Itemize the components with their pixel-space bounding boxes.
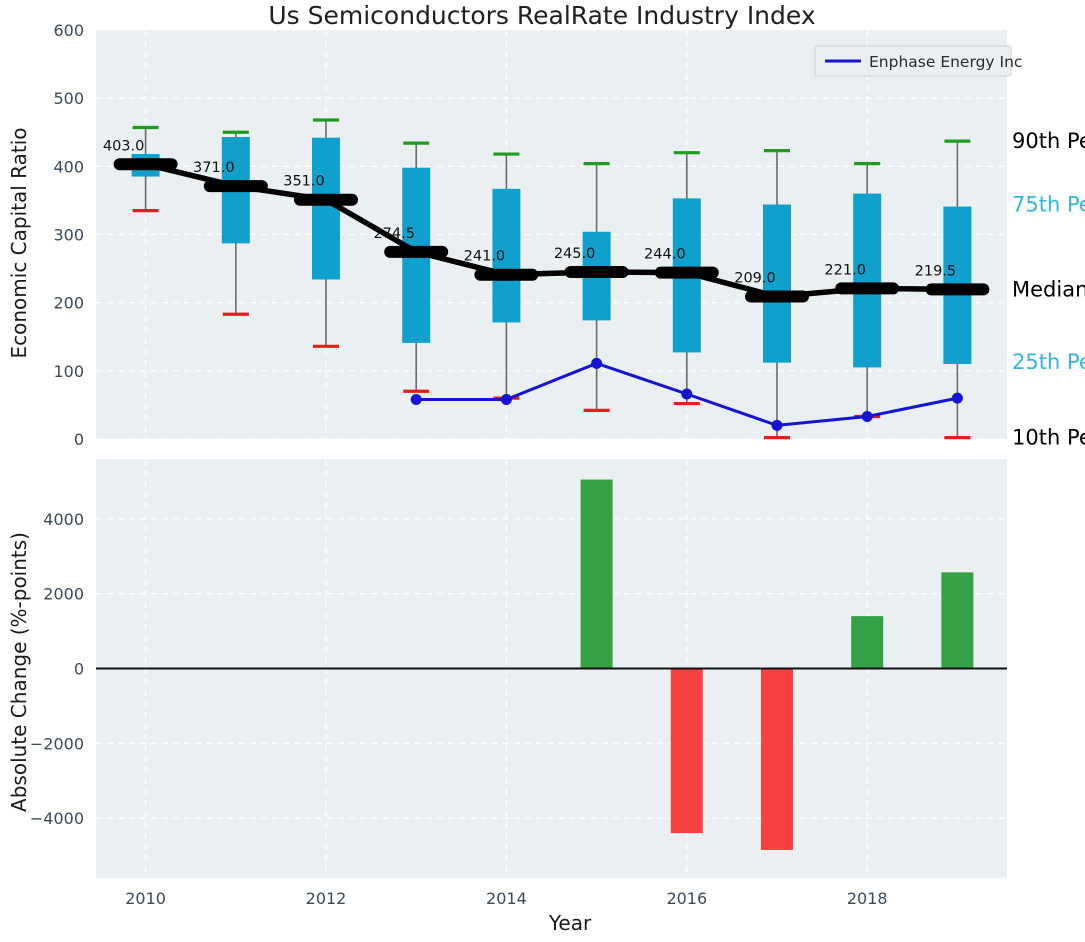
y-tick-label-top-5: 500 [53, 89, 84, 108]
company-point-2017 [771, 419, 783, 431]
change-bar-2018 [851, 616, 884, 669]
y-tick-label-top-2: 200 [53, 294, 84, 313]
boxplot-2012 [312, 118, 341, 348]
x-tick-label-1: 2012 [306, 889, 347, 908]
median-value-label-2015: 245.0 [554, 246, 596, 262]
legend-background [814, 45, 1012, 77]
median-value-label-2019: 219.5 [915, 263, 957, 279]
x-tick-label-3: 2016 [666, 889, 707, 908]
y-tick-label-bottom-3: 2000 [43, 585, 84, 604]
company-point-2018 [861, 411, 873, 423]
annotation-25th-percentile: 25th Percentile [1012, 350, 1085, 374]
company-point-2019 [951, 392, 963, 404]
y-tick-label-top-3: 300 [53, 226, 84, 245]
median-value-label-2010: 403.0 [103, 138, 145, 154]
y-tick-label-top-0: 0 [74, 430, 84, 449]
page-title: Us Semiconductors RealRate Industry Inde… [268, 1, 815, 30]
annotation-75th-percentile: 75th Percentile [1012, 193, 1085, 217]
y-tick-label-bottom-2: 0 [74, 660, 84, 679]
legend[interactable]: Enphase Energy Inc [814, 45, 1022, 77]
annotation-median: Median [1012, 277, 1085, 301]
x-tick-label-0: 2010 [125, 889, 166, 908]
y-tick-label-bottom-0: −4000 [30, 809, 84, 828]
company-point-2016 [681, 388, 693, 400]
x-axis-title: Year [548, 911, 592, 935]
y-tick-label-top-4: 400 [53, 157, 84, 176]
y-tick-label-bottom-1: −2000 [30, 734, 84, 753]
change-bar-2015 [580, 479, 613, 669]
y-tick-label-top-6: 600 [53, 21, 84, 40]
annotation-10th-percentile: 10th Percentile [1012, 426, 1085, 450]
bottom-panel: −4000 −2000 0 2000 4000 2010 2012 2014 2016 2018 [30, 459, 1007, 908]
change-bar-2019 [941, 572, 974, 669]
change-bar-2016 [670, 668, 703, 834]
median-value-label-2018: 221.0 [824, 262, 866, 278]
median-value-label-2011: 371.0 [193, 160, 235, 176]
box-iqr-2017 [762, 204, 791, 363]
boxplot-2014 [492, 152, 521, 400]
median-line [144, 161, 958, 300]
median-value-label-2017: 209.0 [734, 271, 776, 287]
company-point-2014 [500, 393, 512, 405]
top-panel: 0 100 200 300 400 500 600 403.0 371.0 351.0 274.5 2… [53, 21, 1085, 450]
y-axis-title-bottom: Absolute Change (%-points) [7, 532, 31, 812]
x-tick-label-4: 2018 [847, 889, 888, 908]
y-tick-label-bottom-4: 4000 [43, 510, 84, 529]
legend-label-enphase: Enphase Energy Inc [869, 53, 1022, 71]
box-iqr-2018 [853, 193, 882, 368]
company-point-2013 [410, 393, 422, 405]
y-tick-label-top-1: 100 [53, 362, 84, 381]
x-tick-label-2: 2014 [486, 889, 527, 908]
median-value-label-2012: 351.0 [283, 174, 325, 190]
company-point-2015 [591, 357, 603, 369]
box-iqr-2012 [312, 137, 341, 280]
change-bar-2017 [760, 668, 793, 850]
median-value-label-2014: 241.0 [464, 249, 506, 265]
median-value-label-2016: 244.0 [644, 247, 686, 263]
y-axis-title-top: Economic Capital Ratio [7, 127, 31, 358]
annotation-90th-percentile: 90th Percentile [1012, 129, 1085, 153]
box-iqr-2014 [492, 188, 521, 323]
median-value-label-2013: 274.5 [373, 226, 415, 242]
